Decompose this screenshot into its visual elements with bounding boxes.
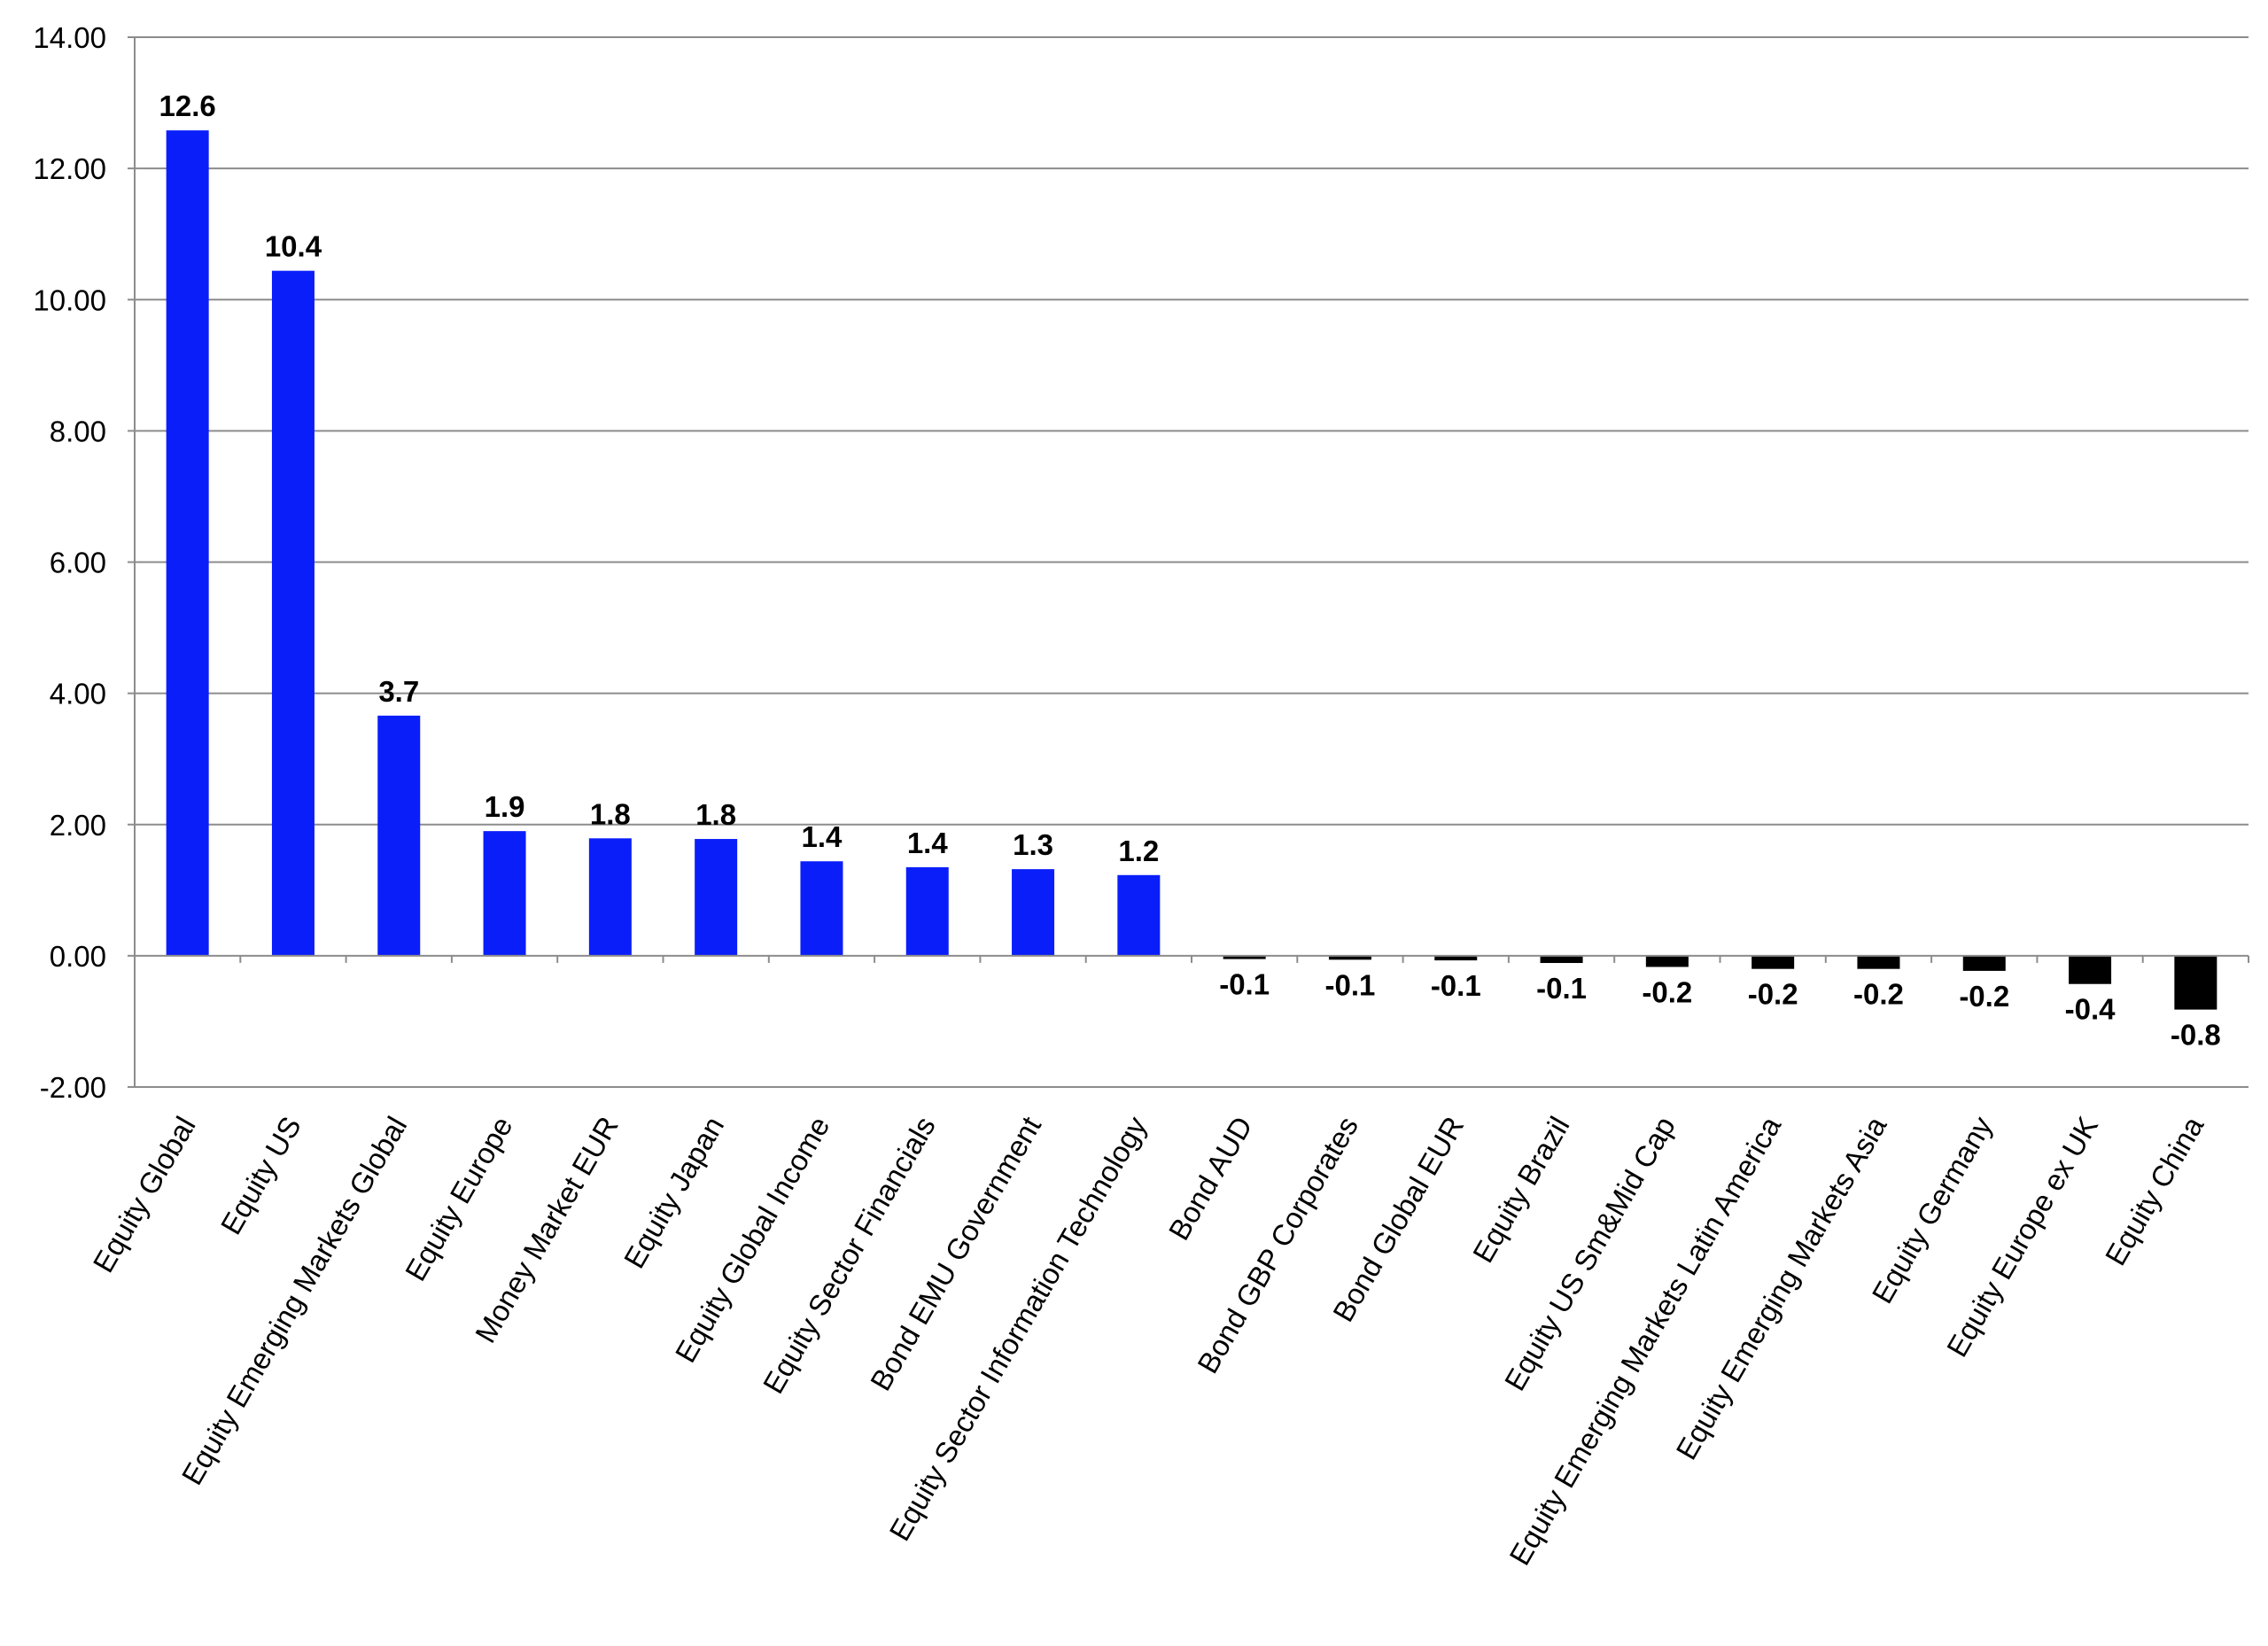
bar bbox=[1223, 955, 1266, 959]
bar bbox=[588, 838, 632, 956]
category-label: Equity Japan bbox=[617, 1111, 730, 1274]
data-label: 1.8 bbox=[695, 798, 736, 831]
category-label: Equity Brazil bbox=[1466, 1111, 1576, 1268]
bar bbox=[1962, 955, 2006, 971]
data-label: 12.6 bbox=[159, 89, 216, 122]
axes bbox=[128, 36, 2249, 1088]
bar bbox=[483, 831, 526, 956]
y-tick-label: 4.00 bbox=[50, 678, 106, 710]
data-label: -0.2 bbox=[1642, 975, 1692, 1008]
data-label: 1.4 bbox=[907, 827, 949, 859]
category-label: Equity China bbox=[2099, 1110, 2210, 1270]
category-label: Equity Global bbox=[87, 1111, 202, 1277]
bar bbox=[905, 866, 949, 956]
data-label: -0.1 bbox=[1325, 968, 1376, 1001]
data-labels: 12.6 10.4 3.7 1.9 1.8 1.8 1.4 1.4 1.3 1.2 -0.1 -0.1… bbox=[159, 89, 2221, 1051]
bar bbox=[1434, 955, 1478, 961]
data-label: -0.1 bbox=[1219, 968, 1270, 1001]
data-label: 3.7 bbox=[378, 675, 419, 708]
data-label: -0.1 bbox=[1536, 972, 1587, 1005]
y-tick-label: 10.00 bbox=[33, 283, 106, 316]
bar bbox=[1857, 955, 1900, 969]
bar bbox=[1540, 955, 1583, 964]
data-label: -0.4 bbox=[2065, 993, 2117, 1026]
data-label: -0.2 bbox=[1748, 978, 1798, 1011]
data-label: -0.2 bbox=[1959, 980, 2009, 1013]
bar bbox=[1328, 955, 1371, 960]
y-tick-labels: -2.00 0.00 2.00 4.00 6.00 8.00 10.00 12.00 14.00 bbox=[33, 21, 106, 1104]
y-tick-label: 6.00 bbox=[50, 547, 106, 579]
data-label: 1.8 bbox=[590, 797, 631, 830]
data-label: -0.1 bbox=[1431, 969, 1481, 1002]
data-label: 1.9 bbox=[485, 790, 525, 823]
data-label: -0.8 bbox=[2171, 1019, 2221, 1052]
data-label: 1.2 bbox=[1118, 835, 1159, 867]
category-label: Equity Emerging Markets Asia bbox=[1669, 1110, 1892, 1464]
y-tick-label: -2.00 bbox=[40, 1071, 106, 1104]
y-tick-label: 12.00 bbox=[33, 152, 106, 185]
bar bbox=[1751, 955, 1795, 969]
bar bbox=[2174, 955, 2218, 1010]
data-label: 1.3 bbox=[1013, 828, 1053, 861]
data-label: 1.4 bbox=[802, 820, 843, 853]
bar bbox=[1012, 869, 1055, 956]
y-tick-label: 8.00 bbox=[50, 415, 106, 447]
bar bbox=[1645, 955, 1689, 967]
gridlines bbox=[135, 36, 2249, 1088]
bar bbox=[2069, 955, 2112, 984]
y-tick-label: 14.00 bbox=[33, 21, 106, 54]
bar bbox=[271, 270, 315, 956]
bar bbox=[377, 715, 421, 956]
data-label: 10.4 bbox=[265, 230, 322, 263]
y-tick-label: 0.00 bbox=[50, 940, 106, 973]
bar bbox=[800, 861, 843, 956]
category-label: Bond AUD bbox=[1162, 1111, 1259, 1246]
bar bbox=[166, 130, 209, 956]
data-label: -0.2 bbox=[1853, 978, 1904, 1011]
bar bbox=[695, 839, 738, 956]
category-label: Equity US bbox=[214, 1111, 307, 1240]
category-label: Equity Emerging Markets Global bbox=[175, 1111, 414, 1490]
y-tick-label: 2.00 bbox=[50, 809, 106, 842]
category-label: Equity Europe bbox=[399, 1111, 519, 1286]
bars bbox=[166, 130, 2218, 1010]
bar bbox=[1117, 874, 1161, 956]
